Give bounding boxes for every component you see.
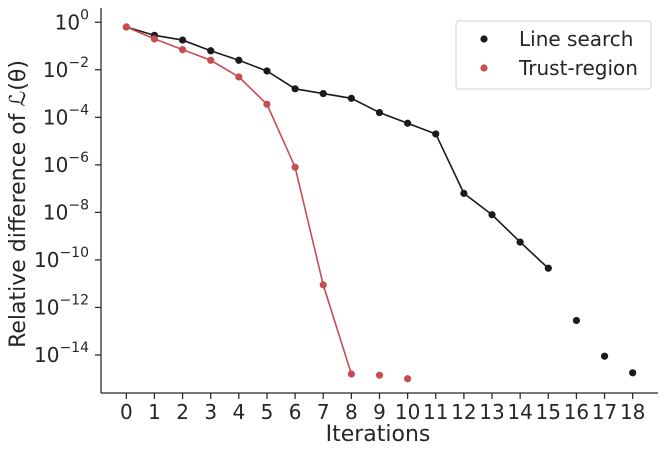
data-point (600, 352, 609, 360)
data-point (572, 316, 581, 325)
y-tick-label: 100 (55, 7, 89, 34)
legend-label: Line search (519, 27, 633, 51)
legend-marker (480, 35, 488, 43)
x-tick-label: 17 (592, 400, 617, 424)
x-tick-label: 16 (564, 400, 589, 424)
data-point (263, 67, 271, 75)
series-0 (122, 23, 637, 377)
data-point (629, 369, 637, 377)
x-axis-title: Iterations (326, 422, 431, 447)
x-tick-label: 9 (373, 400, 386, 424)
data-point (404, 375, 412, 383)
legend: Line search Trust-region (455, 20, 652, 90)
x-tick-label: 15 (536, 400, 561, 424)
x-tick-label: 14 (507, 400, 532, 424)
data-point (460, 189, 468, 197)
data-point (235, 56, 243, 64)
x-tick-label: 0 (120, 400, 133, 424)
data-point (375, 371, 384, 379)
x-tick-label: 11 (423, 400, 448, 424)
y-tick-label: 10−6 (43, 150, 89, 177)
data-point (291, 163, 299, 171)
y-tick-label: 10−2 (43, 55, 89, 82)
x-tick-label: 4 (232, 400, 245, 424)
series-layer (122, 23, 637, 383)
data-point (516, 238, 524, 246)
y-tick-label: 10−14 (34, 340, 89, 367)
data-point (375, 108, 384, 117)
data-point (319, 281, 327, 289)
x-tick-label: 6 (289, 400, 302, 424)
y-tick-label: 10−8 (43, 197, 89, 224)
axes: 0 1 2 3 4 5 6 7 8 9 10 11 12 13 14 15 16 17 1810010−210−41… (34, 7, 658, 424)
x-tick-label: 5 (261, 400, 274, 424)
x-tick-label: 7 (317, 400, 330, 424)
data-point (235, 73, 243, 81)
data-point (178, 45, 187, 54)
data-point (347, 94, 355, 102)
series-line (126, 26, 549, 269)
data-point (404, 119, 412, 127)
x-tick-label: 3 (204, 400, 217, 424)
data-point (291, 85, 299, 93)
data-point (432, 130, 440, 138)
data-point (544, 264, 552, 272)
data-point (263, 100, 271, 108)
legend-box (455, 20, 652, 90)
data-point (150, 35, 159, 43)
y-tick-label: 10−10 (34, 245, 89, 272)
x-tick-label: 1 (148, 400, 161, 424)
data-point (488, 211, 496, 219)
x-tick-label: 8 (345, 400, 358, 424)
data-point (122, 23, 130, 31)
series-1 (122, 23, 412, 383)
x-tick-label: 2 (176, 400, 189, 424)
data-point (207, 47, 215, 55)
y-tick-label: 10−12 (34, 292, 89, 319)
x-tick-label: 18 (620, 400, 645, 424)
legend-marker (480, 64, 488, 72)
data-point (347, 370, 355, 378)
data-point (178, 36, 187, 44)
x-tick-label: 12 (451, 400, 476, 424)
data-point (207, 56, 215, 64)
x-tick-label: 10 (395, 400, 420, 424)
legend-label: Trust-region (518, 56, 638, 80)
data-point (319, 89, 327, 98)
y-tick-label: 10−4 (43, 102, 89, 129)
y-axis-title: Relative difference of ℒ(θ) (6, 60, 31, 348)
x-tick-label: 13 (479, 400, 504, 424)
